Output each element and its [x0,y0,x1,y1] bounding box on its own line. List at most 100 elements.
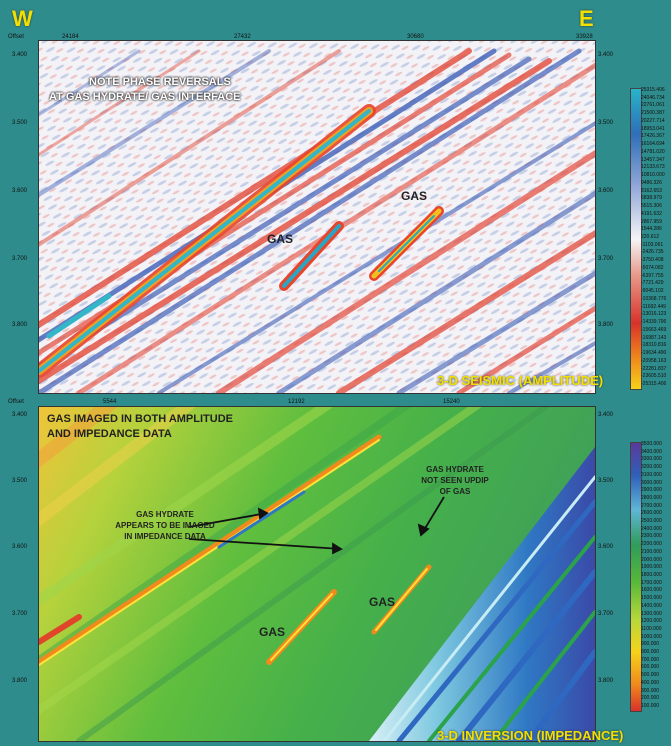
colorbar-value: 200.000 [641,695,660,702]
seismic-depth-tick: 3.700 [12,256,28,262]
hydrate-left-line3: IN IMPEDANCE DATA [124,532,206,541]
colorbar-value: -5074.082 [641,264,664,271]
colorbar-value: -13016.123 [641,311,667,318]
colorbar-value: 700.000 [641,656,660,663]
west-label: W [12,6,33,31]
impedance-gas-left: GAS [259,625,286,639]
impedance-inversion-image [39,407,595,741]
colorbar-value: -18310.816 [641,342,667,349]
seismic-note-line2: AT GAS HYDRATE/ GAS INTERFACE [49,91,241,103]
colorbar-value: 22761.061 [641,102,665,109]
colorbar-value: 100.000 [641,703,660,709]
colorbar-value: 2500.000 [641,518,662,525]
colorbar-value: 10810.000 [641,172,665,179]
seismic-depth-tick: 3.800 [12,322,28,328]
impedance-colorbar-labels: 3500.000 3400.000 3300.000 3200.000 3100.000… [641,442,671,710]
impedance-depth-tick: 3.700 [12,611,28,617]
impedance-top-tick: 15240 [443,399,460,405]
colorbar-value: -11692.449 [641,303,666,310]
impedance-colorbar [630,442,642,712]
impedance-gas-right: GAS [369,595,396,609]
seismic-top-tick: 24184 [62,34,79,40]
colorbar-value: -16987.143 [641,334,667,341]
impedance-depth-tick: 3.600 [12,544,28,550]
seismic-colorbar-labels: 25315.406 24046.734 22761.061 21500.387 2022… [641,88,671,388]
seismic-note-line1: NOTE PHASE REVERSALS [89,76,231,88]
colorbar-value: -25315.406 [641,381,667,387]
colorbar-value: 2400.000 [641,525,662,532]
colorbar-value: -2426.735 [641,249,664,256]
impedance-depth-tick: 3.800 [12,678,28,684]
colorbar-value: -19634.490 [641,350,667,357]
impedance-note-line2: AND IMPEDANCE DATA [47,428,172,440]
impedance-offset-label: Offset [8,399,24,405]
colorbar-value: -20958.163 [641,357,667,364]
seismic-amplitude-image [39,41,595,393]
colorbar-value: -7721.429 [641,280,664,287]
impedance-depth-tick-right: 3.500 [598,478,614,484]
seismic-gas-left: GAS [267,232,294,246]
colorbar-value: 18953.041 [641,125,665,132]
colorbar-value: 1700.000 [641,579,662,586]
colorbar-value: -3750.408 [641,257,664,264]
impedance-inversion-section: GAS IMAGED IN BOTH AMPLITUDE AND IMPEDAN… [38,406,596,742]
colorbar-value: 2200.000 [641,541,662,548]
impedance-depth-tick-right: 3.400 [598,412,614,418]
hydrate-right-line2: NOT SEEN UPDIP [421,476,489,485]
colorbar-value: 2000.000 [641,556,662,563]
seismic-colorbar [630,88,642,390]
impedance-depth-tick-right: 3.700 [598,611,614,617]
colorbar-value: -10368.776 [641,295,667,302]
colorbar-value: 4191.632 [641,210,662,217]
colorbar-value: 2800.000 [641,494,662,501]
seismic-offset-label: Offset [8,34,24,40]
hydrate-left-line2: APPEARS TO BE IMAGED [115,521,215,530]
seismic-top-tick: 27432 [234,34,251,40]
colorbar-value: 17426.367 [641,133,665,140]
seismic-depth-tick-right: 3.600 [598,188,614,194]
colorbar-value: 220.612 [641,234,660,240]
colorbar-value: 3200.000 [641,464,662,471]
colorbar-value: 2700.000 [641,502,662,509]
colorbar-value: 1600.000 [641,587,662,594]
impedance-top-tick: 5544 [103,399,117,405]
colorbar-value: 2900.000 [641,487,662,494]
colorbar-value: 1544.286 [641,226,662,233]
colorbar-value: 1100.000 [641,625,662,632]
colorbar-value: 9486.326 [641,179,662,186]
hydrate-left-line1: GAS HYDRATE [136,510,194,519]
colorbar-value: 500.000 [641,672,660,679]
colorbar-value: 24046.734 [641,94,665,101]
colorbar-value: 20227.714 [641,117,665,124]
colorbar-value: 300.000 [641,687,660,694]
impedance-footer-label: 3-D INVERSION (IMPEDANCE) [437,728,624,743]
colorbar-value: -22281.837 [641,365,667,372]
colorbar-value: 400.000 [641,679,660,686]
impedance-depth-tick: 3.400 [12,412,28,418]
colorbar-value: 2300.000 [641,533,662,540]
seismic-depth-tick: 3.600 [12,188,28,194]
colorbar-value: 1800.000 [641,572,662,578]
colorbar-value: 12133.673 [641,164,665,171]
colorbar-value: 1500.000 [641,595,662,602]
colorbar-value: 6838.979 [641,195,662,202]
colorbar-value: -14339.796 [641,319,667,326]
colorbar-value: 3100.000 [641,471,662,478]
colorbar-value: 1900.000 [641,564,662,571]
colorbar-value: 600.000 [641,664,660,671]
colorbar-value: 16164.694 [641,141,665,148]
colorbar-value: 1000.000 [641,633,662,640]
impedance-depth-tick: 3.500 [12,478,28,484]
colorbar-value: 900.000 [641,641,660,648]
colorbar-value: 13457.347 [641,156,665,163]
impedance-depth-tick-right: 3.600 [598,544,614,550]
colorbar-value: 5515.306 [641,203,662,210]
seismic-depth-tick-right: 3.700 [598,256,614,262]
seismic-amplitude-section: NOTE PHASE REVERSALS AT GAS HYDRATE/ GAS… [38,40,596,394]
colorbar-value: -23605.510 [641,373,667,380]
colorbar-value: 1300.000 [641,610,662,617]
colorbar-value: 1200.000 [641,618,662,625]
colorbar-value: 1400.000 [641,602,662,609]
colorbar-value: 25315.406 [641,87,665,93]
colorbar-value: -6397.755 [641,272,664,279]
